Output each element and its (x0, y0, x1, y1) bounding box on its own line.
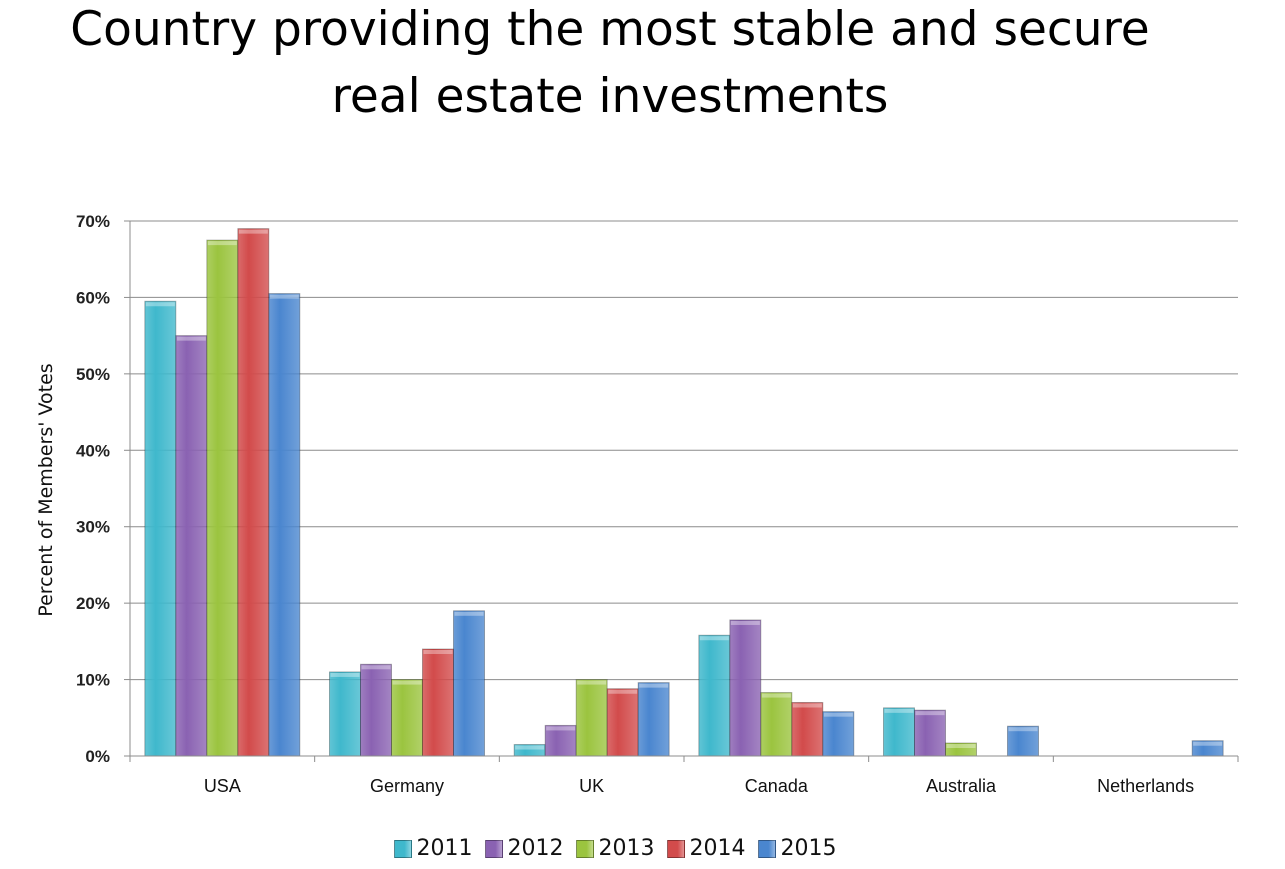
legend-swatch (757, 839, 776, 858)
bar-usa-2015 (268, 293, 301, 757)
legend-swatch (666, 839, 685, 858)
y-tick-label: 0% (85, 747, 110, 766)
bar-highlight (361, 665, 391, 670)
bar-highlight (884, 708, 914, 713)
bar-highlight (577, 680, 607, 685)
bar-canada-2013 (760, 692, 793, 757)
bar-germany-2013 (391, 679, 423, 757)
y-axis-ticks: 0% 10% 20% 30% 40% 50% 60% 70% (76, 212, 130, 766)
x-axis-categories: USA Germany UK Canada Australia Netherlands (204, 776, 1194, 796)
bar-highlight (176, 336, 206, 341)
bar-germany-2015 (453, 610, 485, 757)
y-tick-label: 50% (76, 365, 110, 384)
bar-highlight (392, 680, 422, 685)
bar-highlight (546, 726, 576, 731)
bar-australia-2011 (883, 707, 915, 757)
bar-usa-2014 (237, 228, 270, 757)
bar-germany-2012 (360, 663, 392, 757)
legend-swatch (484, 839, 503, 858)
legend-label: 2012 (507, 836, 564, 861)
legend-label: 2013 (598, 836, 655, 861)
bar-highlight (946, 744, 976, 749)
bar-highlight (639, 683, 669, 688)
bar-usa-2013 (206, 239, 239, 757)
legend-item: 2013 (575, 836, 655, 861)
bar-australia-2015 (1007, 725, 1039, 757)
y-tick-label: 10% (76, 671, 110, 690)
x-category-label: Netherlands (1097, 776, 1194, 796)
bar-australia-2012 (914, 709, 946, 757)
bar-canada-2014 (791, 702, 824, 757)
bar-canada-2012 (729, 619, 762, 757)
bar-uk-2015 (637, 682, 670, 757)
legend-label: 2014 (689, 836, 746, 861)
bar-canada-2015 (822, 711, 855, 757)
gridlines (130, 220, 1238, 681)
bar-highlight (608, 689, 638, 694)
chart-title: Country providing the most stable and se… (0, 0, 1220, 128)
legend-label: 2011 (416, 836, 473, 861)
legend: 2011 2012 2013 2014 2015 (0, 836, 1230, 864)
axes (129, 221, 1239, 762)
bar-highlight (699, 636, 729, 641)
y-tick-label: 30% (76, 518, 110, 537)
chart-title-line-1: Country providing the most stable and se… (70, 2, 1150, 57)
bar-uk-2013 (575, 679, 608, 757)
bar-germany-2014 (422, 648, 454, 757)
bar-germany-2011 (329, 671, 361, 757)
bar-uk-2014 (606, 688, 639, 757)
legend-swatch (393, 839, 412, 858)
bar-usa-2011 (144, 300, 177, 757)
x-category-label: USA (204, 776, 241, 796)
y-tick-label: 20% (76, 594, 110, 613)
legend-item: 2011 (393, 836, 473, 861)
legend-item: 2014 (666, 836, 746, 861)
y-tick-label: 70% (76, 212, 110, 231)
x-category-label: UK (579, 776, 604, 796)
x-category-label: Australia (926, 776, 997, 796)
bar-highlight (145, 302, 175, 307)
bar-highlight (792, 703, 822, 708)
bar-highlight (515, 745, 545, 750)
chart-title-line-2: real estate investments (331, 69, 889, 124)
legend-item: 2012 (484, 836, 564, 861)
y-tick-label: 60% (76, 288, 110, 307)
bar-usa-2012 (175, 335, 208, 757)
legend-swatch (575, 839, 594, 858)
bar-highlight (238, 229, 268, 234)
x-category-label: Germany (370, 776, 444, 796)
y-tick-label: 40% (76, 441, 110, 460)
bar-highlight (330, 672, 360, 677)
bar-canada-2011 (698, 634, 731, 757)
bars (144, 228, 1224, 757)
bar-highlight (1008, 727, 1038, 732)
bar-highlight (730, 620, 760, 625)
bar-highlight (823, 712, 853, 717)
bar-highlight (454, 611, 484, 616)
bar-highlight (207, 241, 237, 246)
legend-label: 2015 (780, 836, 837, 861)
bar-highlight (915, 711, 945, 716)
bar-highlight (423, 650, 453, 654)
bar-highlight (269, 294, 299, 299)
x-category-label: Canada (745, 776, 809, 796)
y-axis-label: Percent of Members' Votes (35, 363, 57, 616)
bar-highlight (761, 693, 791, 698)
bar-highlight (1193, 741, 1223, 746)
legend-item: 2015 (757, 836, 837, 861)
